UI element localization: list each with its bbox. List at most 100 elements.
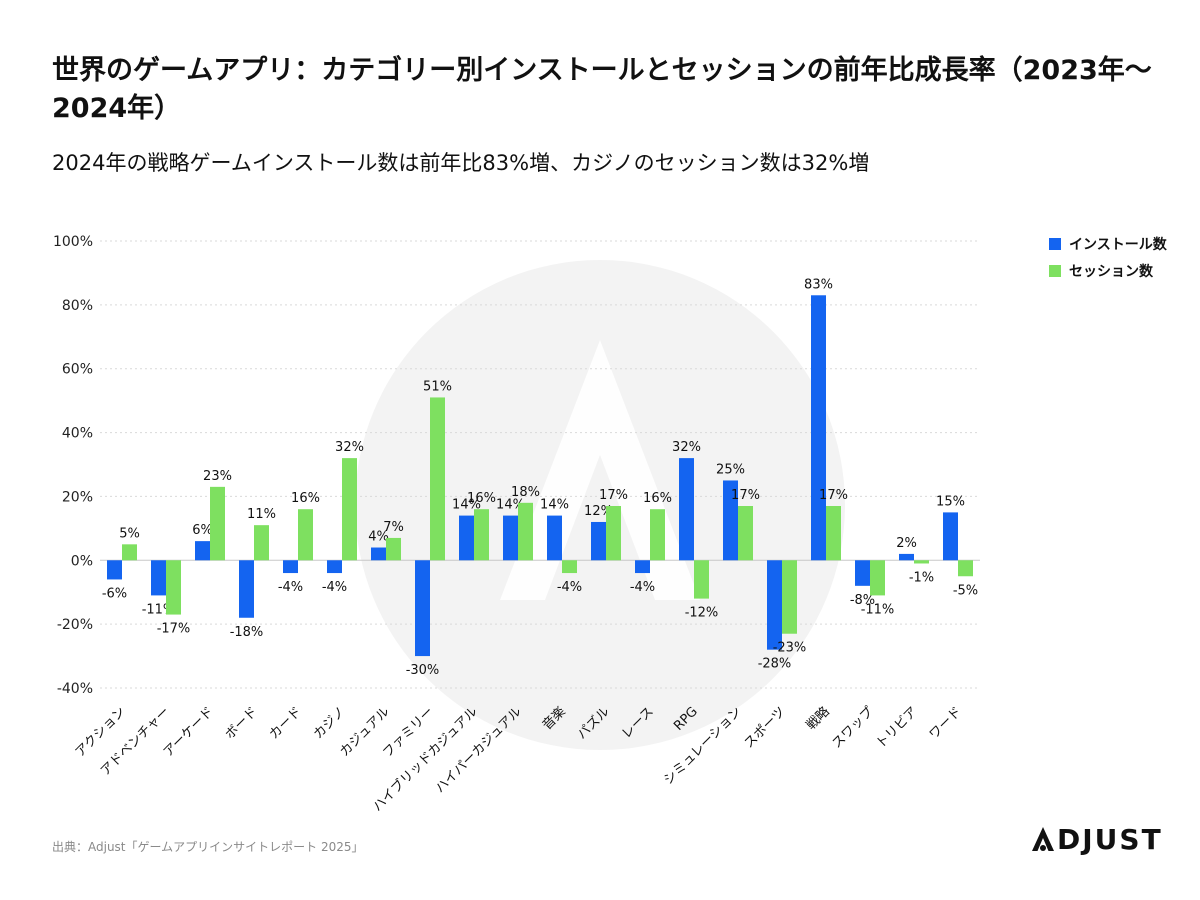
data-label-installs: -8% (850, 593, 875, 608)
y-tick-label: 0% (71, 553, 93, 569)
data-label-sessions: 17% (819, 488, 848, 503)
bar-sessions (386, 537, 401, 561)
bar-sessions (870, 560, 885, 596)
bar-sessions (122, 544, 137, 561)
bar-sessions (254, 525, 269, 561)
bar-sessions (562, 560, 577, 574)
data-label-installs: 14% (496, 498, 525, 513)
bar-installs (239, 560, 254, 618)
y-tick-label: 20% (62, 489, 93, 505)
bar-installs (679, 458, 694, 561)
bar-installs (151, 560, 166, 596)
data-label-sessions: 7% (383, 520, 404, 535)
legend-item-sessions: セッション数 (1049, 261, 1167, 281)
x-category-label: トリビア (873, 704, 920, 751)
bar-installs (899, 553, 914, 561)
bar-sessions (694, 560, 709, 599)
x-category-label: ハイパーカジュアル (433, 704, 525, 796)
legend: インストール数 セッション数 (1049, 234, 1167, 288)
data-label-sessions: 5% (119, 526, 140, 541)
data-label-installs: 83% (804, 277, 833, 292)
bar-installs (503, 515, 518, 561)
data-label-installs: 6% (192, 523, 213, 538)
bar-installs (459, 515, 474, 561)
data-label-installs: 25% (716, 462, 745, 477)
bar-installs (943, 512, 958, 561)
bar-sessions (210, 486, 225, 561)
bar-sessions (474, 509, 489, 561)
legend-swatch-installs (1049, 238, 1061, 250)
data-label-sessions: -17% (157, 622, 191, 637)
bar-installs (415, 560, 430, 657)
x-category-label: カード (267, 704, 305, 742)
x-category-label: カジノ (311, 704, 349, 742)
source-note: 出典：Adjust「ゲームアプリインサイトレポート 2025」 (52, 840, 364, 854)
data-label-installs: -4% (278, 580, 303, 595)
data-label-sessions: -5% (953, 583, 978, 598)
data-label-installs: -30% (406, 663, 440, 678)
bar-sessions (298, 509, 313, 561)
data-label-sessions: 17% (599, 488, 628, 503)
adjust-logo-text: DJUST (1057, 822, 1163, 856)
legend-label-sessions: セッション数 (1069, 264, 1153, 280)
data-label-installs: -28% (758, 657, 792, 672)
data-label-sessions: 16% (467, 491, 496, 506)
bar-installs (195, 541, 210, 561)
y-tick-label: -40% (57, 681, 93, 697)
bar-sessions (738, 506, 753, 561)
bar-sessions (958, 560, 973, 577)
data-label-sessions: 23% (203, 469, 232, 484)
bar-sessions (430, 397, 445, 561)
data-label-sessions: -23% (773, 641, 807, 656)
bar-installs (283, 560, 298, 574)
x-category-label: 戦略 (803, 704, 833, 734)
legend-swatch-sessions (1049, 265, 1061, 277)
adjust-a-logo-icon (1032, 827, 1054, 851)
data-label-sessions: -1% (909, 570, 934, 585)
chart-subtitle: 2024年の戦略ゲームインストール数は前年比83%増、カジノのセッション数は32… (52, 151, 870, 175)
y-tick-label: -20% (57, 617, 93, 633)
data-label-installs: -6% (102, 586, 127, 601)
data-label-sessions: 11% (247, 507, 276, 522)
data-label-installs: 15% (936, 494, 965, 509)
bar-installs (327, 560, 342, 574)
bar-installs (723, 480, 738, 561)
y-tick-label: 40% (62, 426, 93, 442)
data-label-sessions: 51% (423, 379, 452, 394)
data-label-installs: 4% (368, 530, 389, 545)
bar-installs (855, 560, 870, 586)
data-label-installs: 2% (896, 536, 917, 551)
bar-installs (767, 560, 782, 650)
y-tick-label: 80% (62, 298, 93, 314)
y-tick-label: 100% (53, 234, 93, 250)
bar-installs (591, 521, 606, 561)
data-label-sessions: 18% (511, 485, 540, 500)
bar-sessions (650, 509, 665, 561)
watermark-circle (355, 260, 845, 750)
bar-installs (107, 560, 122, 580)
bar-sessions (914, 560, 929, 564)
bar-sessions (782, 560, 797, 634)
x-category-label: ワード (927, 704, 965, 742)
data-label-installs: 14% (452, 498, 481, 513)
bar-installs (547, 515, 562, 561)
data-label-sessions: -12% (685, 606, 719, 621)
data-label-sessions: -4% (557, 580, 582, 595)
data-label-sessions: 32% (335, 440, 364, 455)
data-label-installs: -4% (322, 580, 347, 595)
bar-sessions (342, 458, 357, 561)
data-label-installs: -18% (230, 625, 264, 640)
data-label-sessions: 17% (731, 488, 760, 503)
bar-sessions (606, 506, 621, 561)
bar-installs (811, 295, 826, 561)
legend-label-installs: インストール数 (1069, 237, 1167, 253)
data-label-installs: 32% (672, 440, 701, 455)
data-label-installs: 12% (584, 504, 613, 519)
legend-item-installs: インストール数 (1049, 234, 1167, 254)
chart-title: 世界のゲームアプリ：カテゴリー別インストールとセッションの前年比成長率（2023… (52, 55, 1152, 124)
y-tick-label: 60% (62, 362, 93, 378)
bar-installs (371, 547, 386, 561)
bar-installs (635, 560, 650, 574)
x-category-label: スポーツ (742, 704, 789, 751)
